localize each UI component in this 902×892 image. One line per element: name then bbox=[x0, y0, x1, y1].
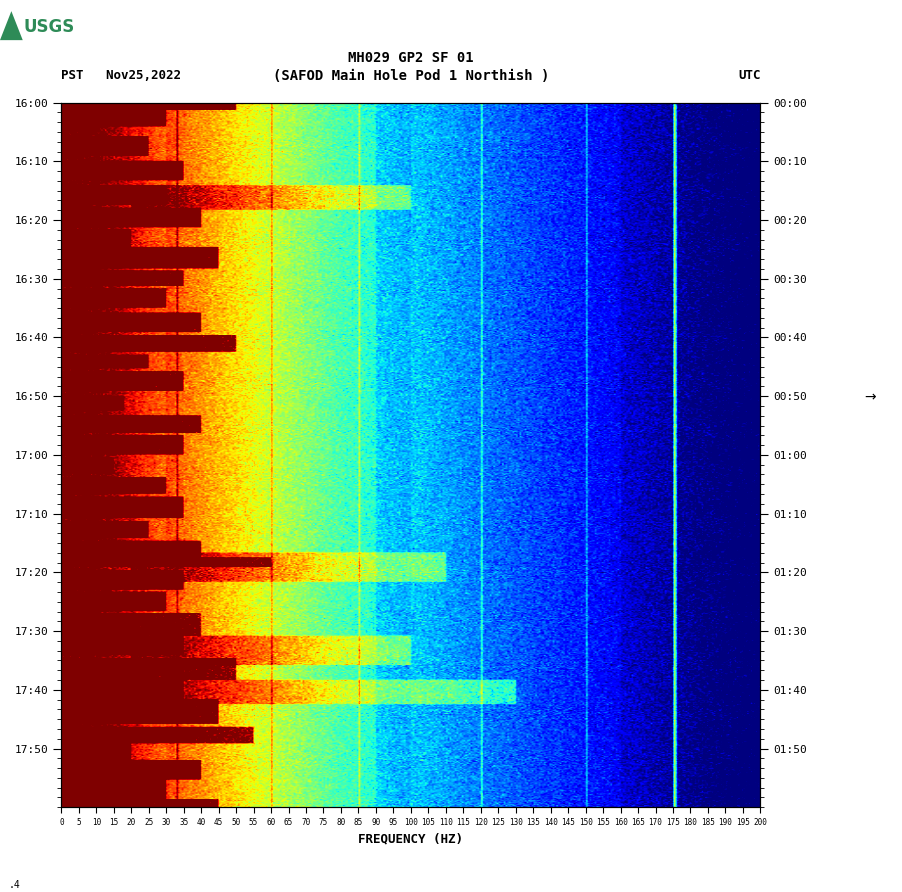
X-axis label: FREQUENCY (HZ): FREQUENCY (HZ) bbox=[358, 832, 464, 846]
Text: USGS: USGS bbox=[24, 18, 75, 36]
Text: (SAFOD Main Hole Pod 1 Northish ): (SAFOD Main Hole Pod 1 Northish ) bbox=[272, 69, 549, 83]
Text: MH029 GP2 SF 01: MH029 GP2 SF 01 bbox=[348, 51, 474, 65]
Text: .4: .4 bbox=[9, 880, 21, 889]
Text: PST   Nov25,2022: PST Nov25,2022 bbox=[61, 70, 181, 82]
Text: →: → bbox=[865, 390, 876, 404]
Text: UTC: UTC bbox=[738, 70, 760, 82]
Polygon shape bbox=[0, 12, 23, 40]
